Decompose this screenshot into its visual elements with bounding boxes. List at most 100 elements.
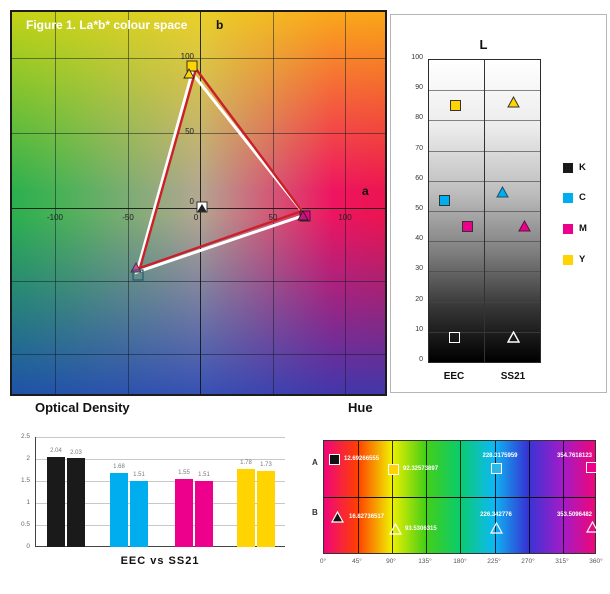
lab-gridline-h bbox=[12, 58, 385, 59]
hue-marker-y-b bbox=[389, 523, 402, 535]
od-bar-c-ss21 bbox=[130, 481, 148, 547]
lab-gridline-h bbox=[12, 133, 385, 134]
l-chart-title: L bbox=[479, 37, 488, 52]
l-marker-yellow-eec bbox=[450, 100, 461, 111]
l-column-label-eec: EEC bbox=[443, 371, 465, 382]
od-gridline bbox=[36, 459, 285, 460]
od-value-m-eec: 1.55 bbox=[178, 470, 190, 476]
marker-black-ss21-triangle bbox=[197, 204, 207, 212]
l-ytick: 100 bbox=[411, 54, 423, 61]
legend-label-y: Y bbox=[579, 254, 586, 265]
l-ytick: 10 bbox=[415, 326, 423, 333]
lab-xtick-50: 50 bbox=[268, 213, 278, 222]
od-bar-c-eec bbox=[110, 473, 128, 547]
hue-xtick: 315° bbox=[555, 558, 569, 565]
od-bar-k-eec bbox=[47, 457, 65, 547]
od-value-y-ss21: 1.73 bbox=[260, 462, 272, 468]
legend-label-k: K bbox=[579, 162, 586, 173]
hue-title: Hue bbox=[348, 400, 373, 415]
l-marker-cyan-eec bbox=[439, 195, 450, 206]
hue-value-m-b: 353.5096482 bbox=[556, 512, 592, 518]
od-value-y-eec: 1.78 bbox=[240, 460, 252, 466]
legend-swatch-c bbox=[563, 193, 573, 203]
od-value-c-ss21: 1.51 bbox=[133, 472, 145, 478]
od-ytick: 0.5 bbox=[20, 521, 30, 528]
hue-row-divider bbox=[324, 497, 595, 498]
lab-xtick-100: 100 bbox=[338, 213, 352, 222]
hue-xtick: 45° bbox=[352, 558, 362, 565]
od-ytick: 1.5 bbox=[20, 477, 30, 484]
od-x-axis-label: EEC vs SS21 bbox=[120, 555, 200, 567]
lab-ytick-100: 100 bbox=[180, 52, 194, 61]
lab-a-axis-label: a bbox=[362, 184, 369, 198]
l-ytick: 60 bbox=[415, 175, 423, 182]
gamut-triangle-eec bbox=[134, 69, 308, 275]
l-marker-cyan-ss21 bbox=[496, 186, 509, 198]
od-gridline bbox=[36, 525, 285, 526]
od-bar-m-ss21 bbox=[195, 481, 213, 547]
lab-b-axis-label: b bbox=[216, 18, 224, 32]
hue-xtick: 135° bbox=[418, 558, 432, 565]
hue-xtick: 0° bbox=[319, 558, 327, 565]
lab-colour-space-chart: Figure 1. La*b* colour space b a 100 50 … bbox=[10, 10, 387, 396]
l-ytick: 70 bbox=[415, 145, 423, 152]
od-bar-y-ss21 bbox=[257, 471, 275, 547]
od-ytick: 2.5 bbox=[20, 433, 30, 440]
l-column-label-ss21: SS21 bbox=[500, 371, 526, 382]
hue-row-label-b: B bbox=[312, 508, 318, 517]
lab-ytick-50: 50 bbox=[185, 127, 194, 136]
lab-xtick-0: 0 bbox=[193, 213, 199, 222]
od-gridline bbox=[36, 481, 285, 482]
l-ytick: 40 bbox=[415, 235, 423, 242]
marker-yellow-eec-square bbox=[186, 60, 198, 72]
l-ytick: 80 bbox=[415, 114, 423, 121]
od-value-m-ss21: 1.51 bbox=[198, 472, 210, 478]
lab-xtick--100: -100 bbox=[46, 213, 64, 222]
od-x-axis bbox=[35, 546, 285, 547]
l-marker-yellow-ss21 bbox=[507, 96, 520, 108]
hue-gradient-chart: 12.69266555 92.32573897 228.3175959 354.… bbox=[323, 440, 599, 554]
marker-yellow-ss21-triangle bbox=[183, 68, 195, 79]
od-value-k-eec: 2.04 bbox=[50, 448, 62, 454]
od-gridline bbox=[36, 437, 285, 438]
l-marker-magenta-ss21 bbox=[518, 220, 531, 232]
od-bar-y-eec bbox=[237, 469, 255, 547]
hue-value-k-a: 12.69266555 bbox=[344, 456, 380, 462]
od-bar-m-eec bbox=[175, 479, 193, 547]
l-chart-plot bbox=[428, 59, 541, 363]
l-ytick: 50 bbox=[415, 205, 423, 212]
hue-marker-c-b bbox=[490, 522, 503, 534]
hue-value-c-b: 226.342776 bbox=[480, 512, 512, 518]
lab-gridline-v bbox=[55, 12, 56, 394]
lab-gridline-v bbox=[128, 12, 129, 394]
hue-marker-m-a bbox=[586, 462, 597, 473]
legend-swatch-m bbox=[563, 224, 573, 234]
legend-swatch-y bbox=[563, 255, 573, 265]
marker-magenta-ss21-triangle bbox=[297, 210, 309, 221]
optical-density-title: Optical Density bbox=[35, 400, 130, 415]
hue-marker-y-a bbox=[388, 464, 399, 475]
hue-xtick: 270° bbox=[521, 558, 535, 565]
l-marker-magenta-eec bbox=[462, 221, 473, 232]
hue-marker-k-a bbox=[329, 454, 340, 465]
hue-xtick: 180° bbox=[453, 558, 467, 565]
od-value-k-ss21: 2.03 bbox=[70, 450, 82, 456]
hue-marker-k-b bbox=[331, 511, 344, 523]
legend-label-c: C bbox=[579, 192, 586, 203]
l-ytick: 20 bbox=[415, 296, 423, 303]
lab-xtick--50: -50 bbox=[122, 213, 134, 222]
hue-value-k-b: 16.82736517 bbox=[349, 514, 385, 520]
hue-value-m-a: 354.7618123 bbox=[556, 453, 592, 459]
legend-label-m: M bbox=[579, 223, 587, 234]
od-ytick: 2 bbox=[26, 455, 30, 462]
l-column-divider bbox=[484, 60, 485, 362]
hue-value-y-a: 92.32573897 bbox=[403, 466, 439, 472]
hue-value-y-b: 93.5306315 bbox=[405, 526, 437, 532]
lab-gridline-v bbox=[345, 12, 346, 394]
od-gridline bbox=[36, 503, 285, 504]
l-marker-black-eec bbox=[449, 332, 460, 343]
lab-gridline-v bbox=[273, 12, 274, 394]
hue-row-label-a: A bbox=[312, 458, 318, 467]
hue-value-c-a: 228.3175959 bbox=[482, 453, 518, 459]
